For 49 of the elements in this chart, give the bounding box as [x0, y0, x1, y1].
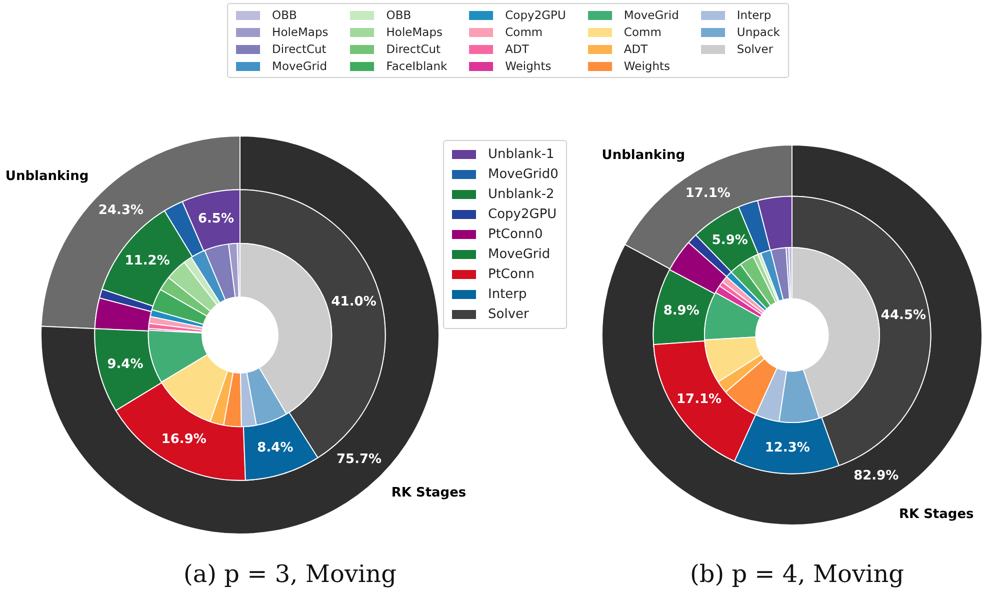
legend-label: ADT — [505, 42, 529, 56]
data-label: 17.1% — [685, 186, 730, 202]
data-label: 9.4% — [107, 356, 144, 372]
data-label: 41.0% — [331, 294, 376, 310]
data-label: 75.7% — [336, 452, 382, 467]
legend-label: Comm — [505, 25, 543, 39]
data-label: 5.9% — [712, 232, 748, 248]
legend-label: DirectCut — [386, 42, 441, 56]
legend-label: HoleMaps — [272, 25, 328, 39]
legend-label: HoleMaps — [386, 25, 442, 39]
legend-label: Unpack — [736, 25, 780, 39]
legend-label: Copy2GPU — [505, 8, 566, 22]
data-label: 8.9% — [663, 304, 700, 319]
legend-label: MoveGrid0 — [488, 167, 558, 182]
legend-label: Interp — [488, 287, 527, 302]
legend-label: Unblank-2 — [488, 187, 554, 202]
slice-label: Unblanking — [602, 148, 686, 163]
legend-label: ADT — [624, 42, 648, 56]
legend-label: Interp — [736, 8, 772, 22]
legend-label: Solver — [736, 42, 774, 56]
data-label: 11.2% — [124, 254, 170, 269]
legend-label: PtConn — [488, 267, 534, 282]
text: (b) p = 4, Moving — [690, 560, 904, 588]
legend-label: MoveGrid — [488, 247, 550, 262]
legend-label: PtConn0 — [488, 227, 543, 242]
slice-label: Unblanking — [5, 169, 89, 184]
legend-label: OBB — [272, 8, 297, 22]
legend-label: Unblank-1 — [488, 147, 554, 162]
legend-label: MoveGrid — [624, 8, 679, 22]
text: (a) p = 3, Moving — [184, 560, 396, 588]
legend-label: Copy2GPU — [488, 207, 557, 222]
legend-label: DirectCut — [272, 42, 326, 56]
legend-label: Weights — [624, 59, 670, 73]
legend-label: Weights — [505, 59, 552, 73]
legend-label: OBB — [386, 8, 412, 22]
data-label: 16.9% — [161, 432, 206, 447]
legend-label: Comm — [624, 25, 662, 39]
legend-label: MoveGrid — [272, 59, 328, 73]
data-label: 44.5% — [880, 308, 926, 323]
slice-label: RK Stages — [898, 506, 974, 522]
data-label: 6.5% — [198, 211, 234, 226]
data-label: 8.4% — [257, 440, 294, 456]
legend-label: FaceIblank — [386, 59, 448, 73]
slice-label: RK Stages — [391, 486, 466, 501]
legend-label: Solver — [488, 307, 529, 322]
data-label: 12.3% — [764, 440, 810, 456]
data-label: 17.1% — [676, 392, 722, 407]
data-label: 24.3% — [98, 202, 144, 218]
data-label: 82.9% — [854, 468, 899, 484]
